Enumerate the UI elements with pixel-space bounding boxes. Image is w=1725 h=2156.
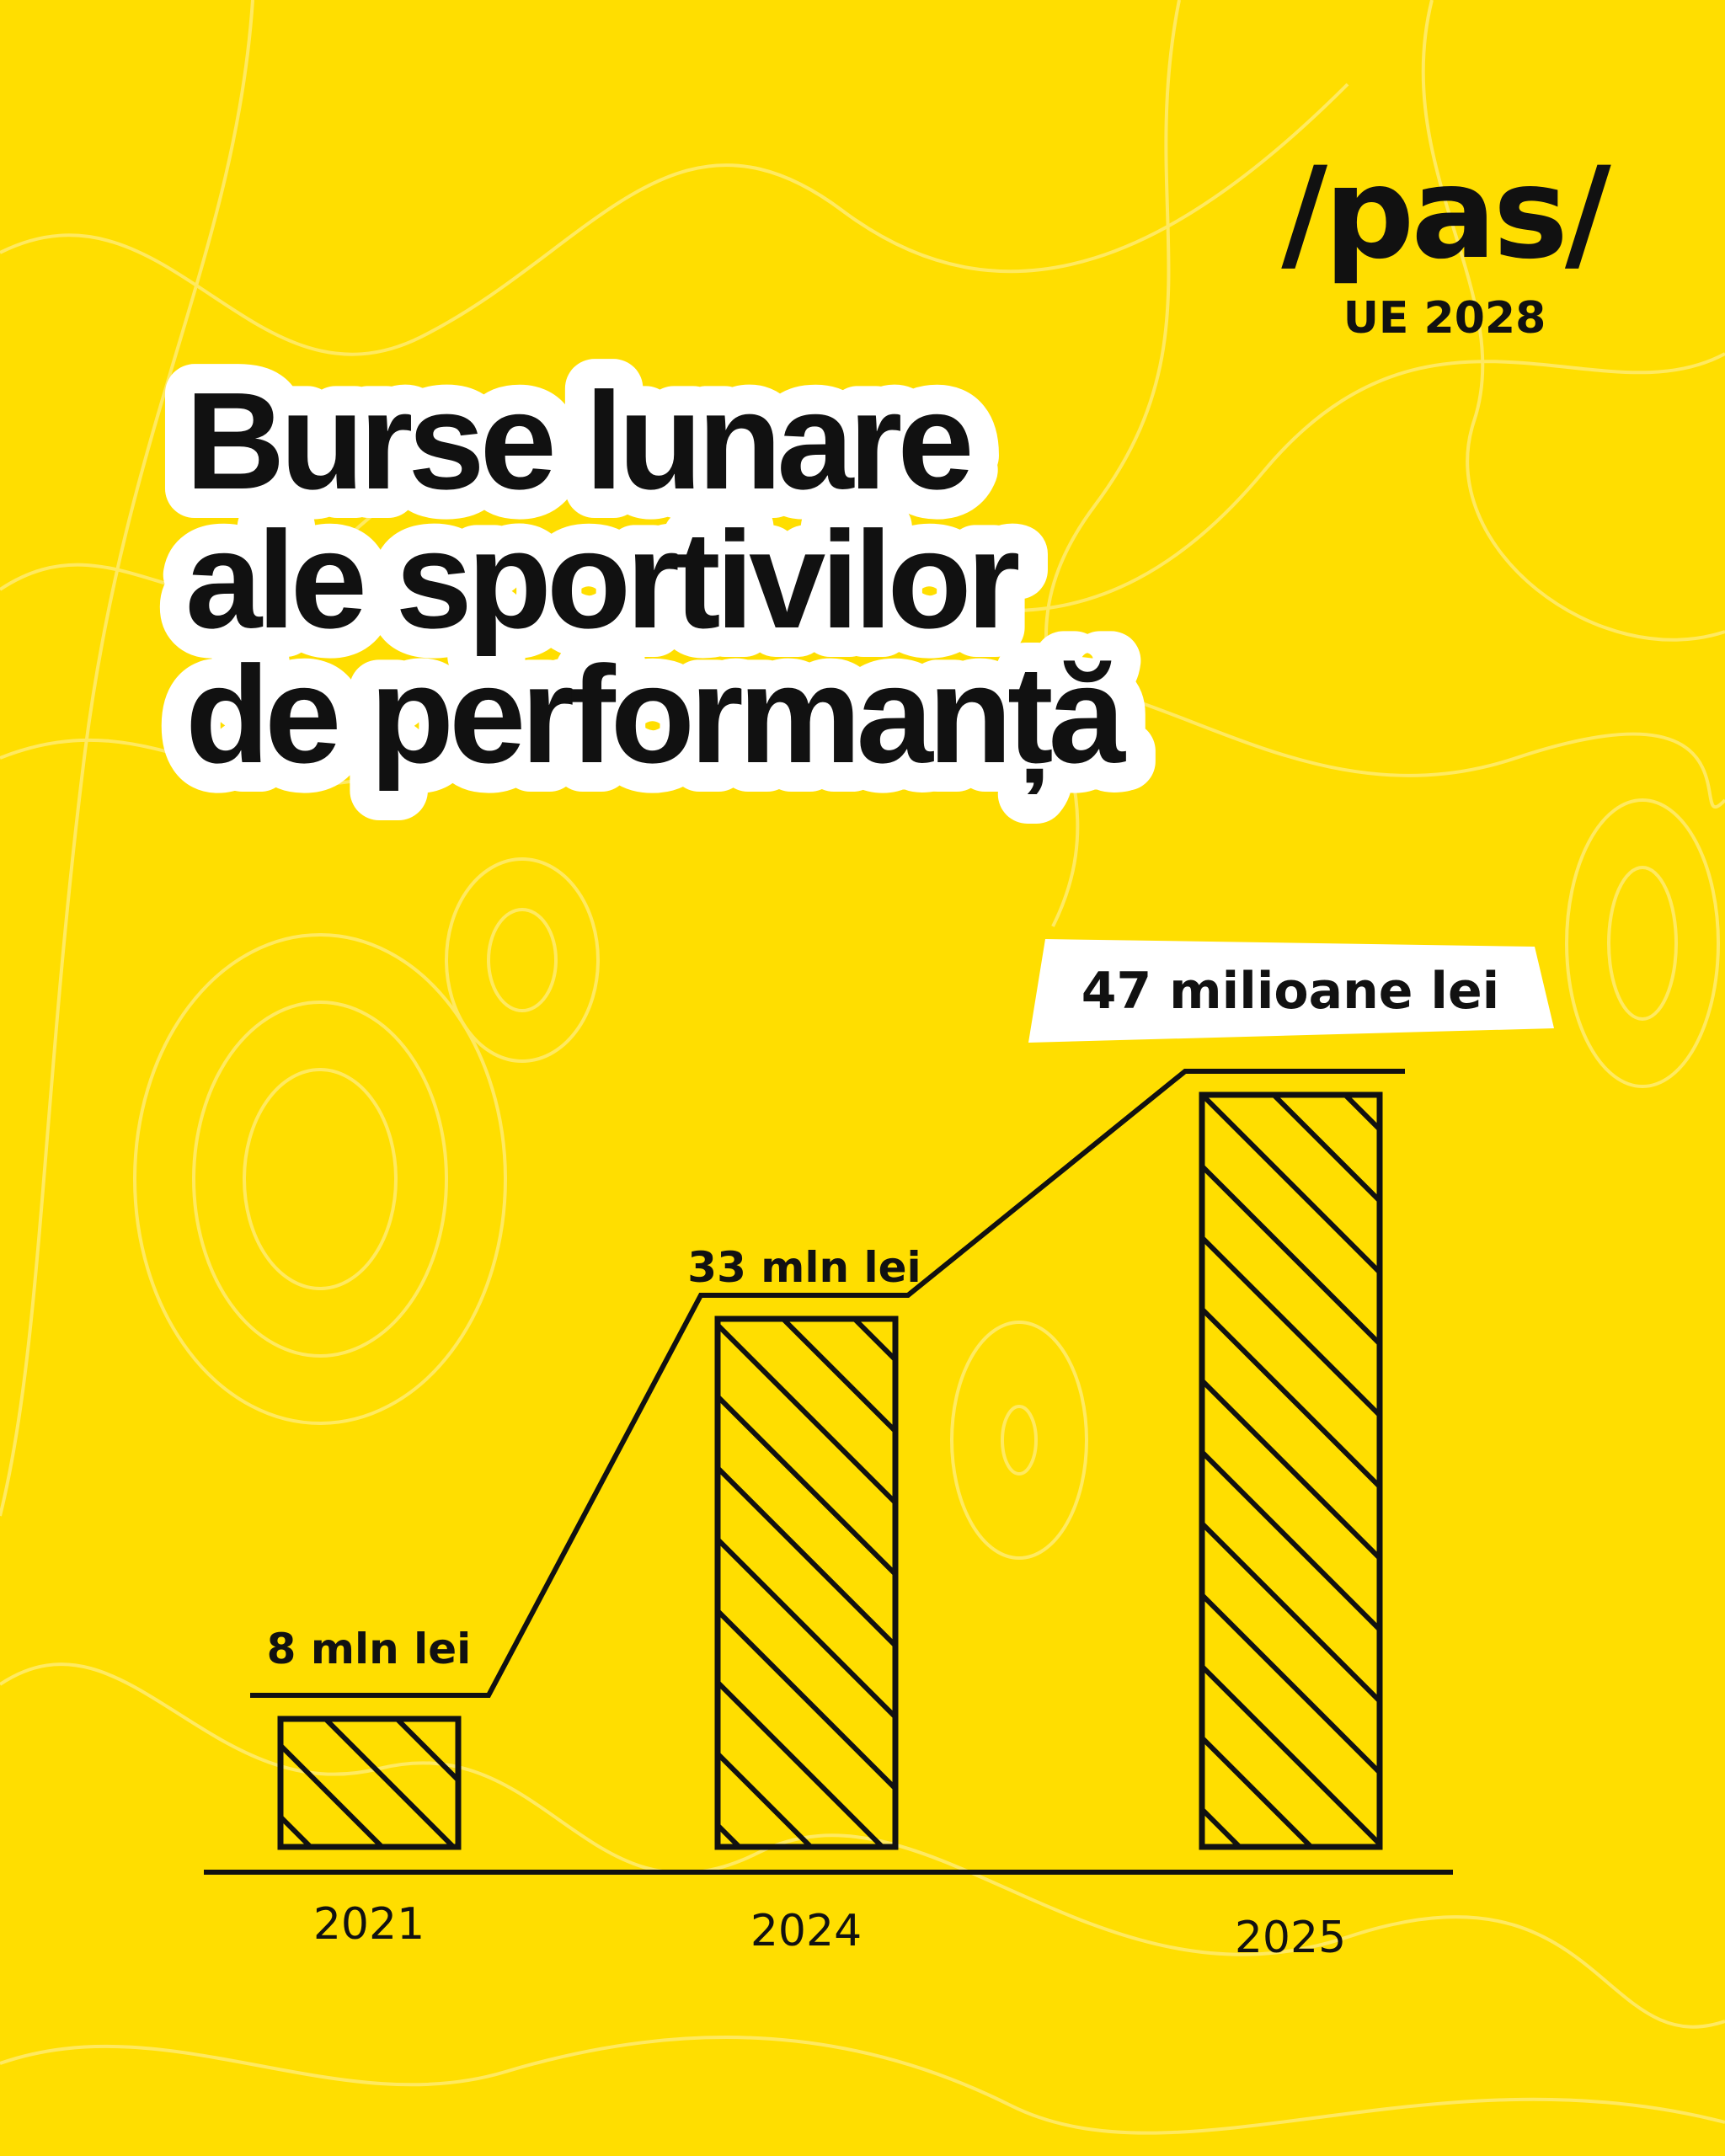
title-line-1: Burse lunare <box>185 364 969 518</box>
title-line-2: ale sportivilor <box>185 503 1019 657</box>
data-label-2025: 47 milioane lei <box>1081 962 1499 1021</box>
highlight-label-background <box>1028 939 1554 1043</box>
data-label-2021: 8 mln lei <box>267 1625 472 1673</box>
logo: /pas/ UE 2028 <box>1281 141 1615 344</box>
logo-brand: /pas/ <box>1281 141 1611 287</box>
x-tick-2021: 2021 <box>313 1899 425 1950</box>
title-line-3: de performanță <box>185 638 1127 794</box>
bar-chart: 8 mln lei 33 mln lei 47 milioane lei 202… <box>204 939 1554 1963</box>
bar-2024 <box>714 1315 899 1850</box>
bar-2025 <box>1199 1091 1383 1850</box>
data-label-2024: 33 mln lei <box>687 1243 921 1292</box>
x-tick-2025: 2025 <box>1235 1913 1346 1963</box>
logo-subtitle: UE 2028 <box>1343 293 1546 344</box>
bar-2021 <box>277 1716 462 1850</box>
x-tick-2024: 2024 <box>750 1906 862 1956</box>
page-title: Burse lunare ale sportivilor de performa… <box>156 334 1162 824</box>
step-line <box>250 1069 1405 1698</box>
